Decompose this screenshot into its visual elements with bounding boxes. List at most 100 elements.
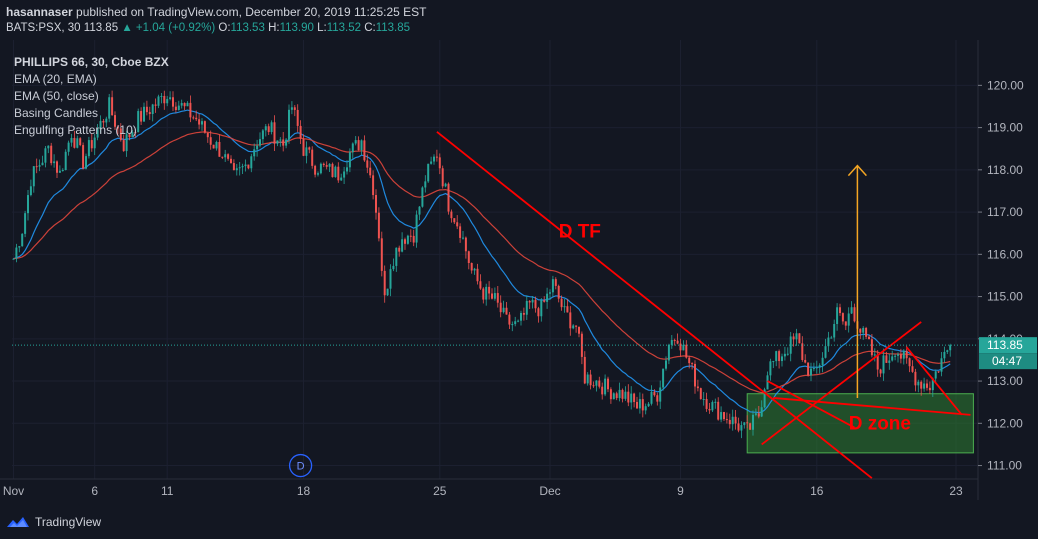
candle-body	[230, 158, 232, 164]
candle-body	[841, 313, 844, 322]
candle-body	[525, 300, 528, 315]
annotation-label: D zone	[849, 414, 911, 435]
candle-body	[815, 367, 818, 369]
candle-body	[53, 161, 56, 164]
candle-body	[673, 340, 676, 342]
candle-body	[882, 355, 885, 374]
trend-line	[436, 131, 873, 479]
open-label: O:	[218, 22, 231, 34]
candle-body	[288, 109, 290, 140]
legend-item-basing[interactable]: Basing Candles	[14, 106, 99, 120]
price-tick-label: 117.00	[987, 205, 1023, 219]
candle-body	[917, 381, 920, 386]
candle-body	[58, 170, 61, 173]
candle-body	[920, 381, 923, 389]
candle-body	[343, 171, 346, 178]
candle-body	[18, 246, 21, 248]
candle-body	[27, 195, 29, 214]
candle-body	[209, 137, 212, 145]
candle-body	[638, 399, 641, 409]
trend-line	[761, 321, 922, 446]
legend-item-ema20[interactable]: EMA (20, EMA)	[14, 72, 97, 86]
candle-body	[464, 237, 467, 252]
legend-title[interactable]: PHILLIPS 66, 30, Cboe BZX	[14, 55, 169, 69]
candle-body	[354, 140, 357, 144]
candle-body	[369, 167, 372, 176]
candle-body	[717, 401, 720, 420]
candle-body	[247, 164, 250, 169]
legend-item-engulfing[interactable]: Engulfing Patterns (10)	[14, 123, 137, 137]
candle-body	[41, 162, 44, 166]
study-legend: PHILLIPS 66, 30, Cboe BZX EMA (20, EMA) …	[14, 54, 169, 139]
candle-body	[824, 346, 827, 358]
candle-body	[438, 157, 441, 169]
time-tick-label: 11	[161, 484, 174, 498]
candle-body	[488, 286, 491, 294]
candle-body	[905, 350, 908, 359]
demand-zone	[746, 393, 974, 454]
price-axis[interactable]: 120.00119.00118.00117.00116.00115.00114.…	[12, 40, 1037, 500]
candle-body	[609, 389, 612, 400]
candle-body	[99, 120, 102, 130]
candle-body	[479, 281, 482, 289]
candle-body	[163, 95, 166, 104]
candle-body	[868, 336, 870, 340]
candle-body	[659, 387, 662, 402]
candle-body	[670, 340, 673, 345]
candle-body	[372, 175, 375, 196]
candle-body	[847, 313, 850, 326]
candle-body	[772, 361, 775, 363]
candle-body	[493, 293, 496, 299]
legend-item-ema50[interactable]: EMA (50, close)	[14, 89, 99, 103]
publisher-name[interactable]: hasannaser	[6, 5, 73, 19]
candle-body	[122, 140, 125, 152]
candle-body	[404, 239, 406, 244]
footer-brand[interactable]: TradingView	[6, 515, 101, 529]
candle-body	[653, 391, 656, 396]
candle-body	[111, 97, 114, 116]
candle-body	[641, 399, 644, 411]
candle-body	[731, 416, 734, 425]
candle-body	[467, 251, 470, 263]
candle-body	[93, 137, 96, 149]
candle-body	[578, 326, 580, 334]
candle-body	[319, 163, 322, 174]
price-tick-label: 112.00	[987, 416, 1023, 430]
candle-body	[435, 156, 438, 158]
candle-body	[604, 378, 607, 395]
candle-body	[923, 383, 926, 389]
candle-body	[656, 395, 659, 402]
candle-body	[786, 353, 789, 355]
candle-body	[157, 96, 160, 106]
candle-body	[926, 383, 928, 388]
tradingview-logo-icon	[7, 517, 29, 527]
candle-body	[160, 95, 163, 97]
price-tick-label: 120.00	[987, 78, 1024, 92]
price-tick-label: 113.00	[987, 374, 1023, 388]
candle-body	[96, 129, 99, 138]
candle-body	[198, 119, 201, 125]
candle-body	[870, 339, 873, 356]
candle-body	[885, 355, 888, 363]
candle-body	[589, 374, 592, 386]
candle-body	[148, 112, 151, 115]
candle-body	[482, 288, 485, 300]
candle-body	[812, 368, 815, 370]
candle-body	[151, 104, 154, 115]
candle-body	[902, 350, 905, 359]
candle-body	[601, 386, 604, 395]
target-arrow-head	[847, 164, 867, 177]
candle-body	[943, 351, 946, 359]
candle-body	[227, 154, 230, 159]
candle-body	[140, 111, 143, 122]
low-value: 113.52	[326, 22, 362, 34]
candle-body	[131, 132, 134, 138]
candle-body	[937, 371, 940, 373]
time-axis[interactable]: Nov 6 11 18 25 Dec 9 16 23	[0, 478, 978, 498]
candle-body	[859, 328, 862, 333]
candle-body	[899, 354, 902, 359]
candle-body	[218, 141, 221, 157]
candle-body	[253, 149, 256, 157]
candle-body	[897, 354, 899, 356]
